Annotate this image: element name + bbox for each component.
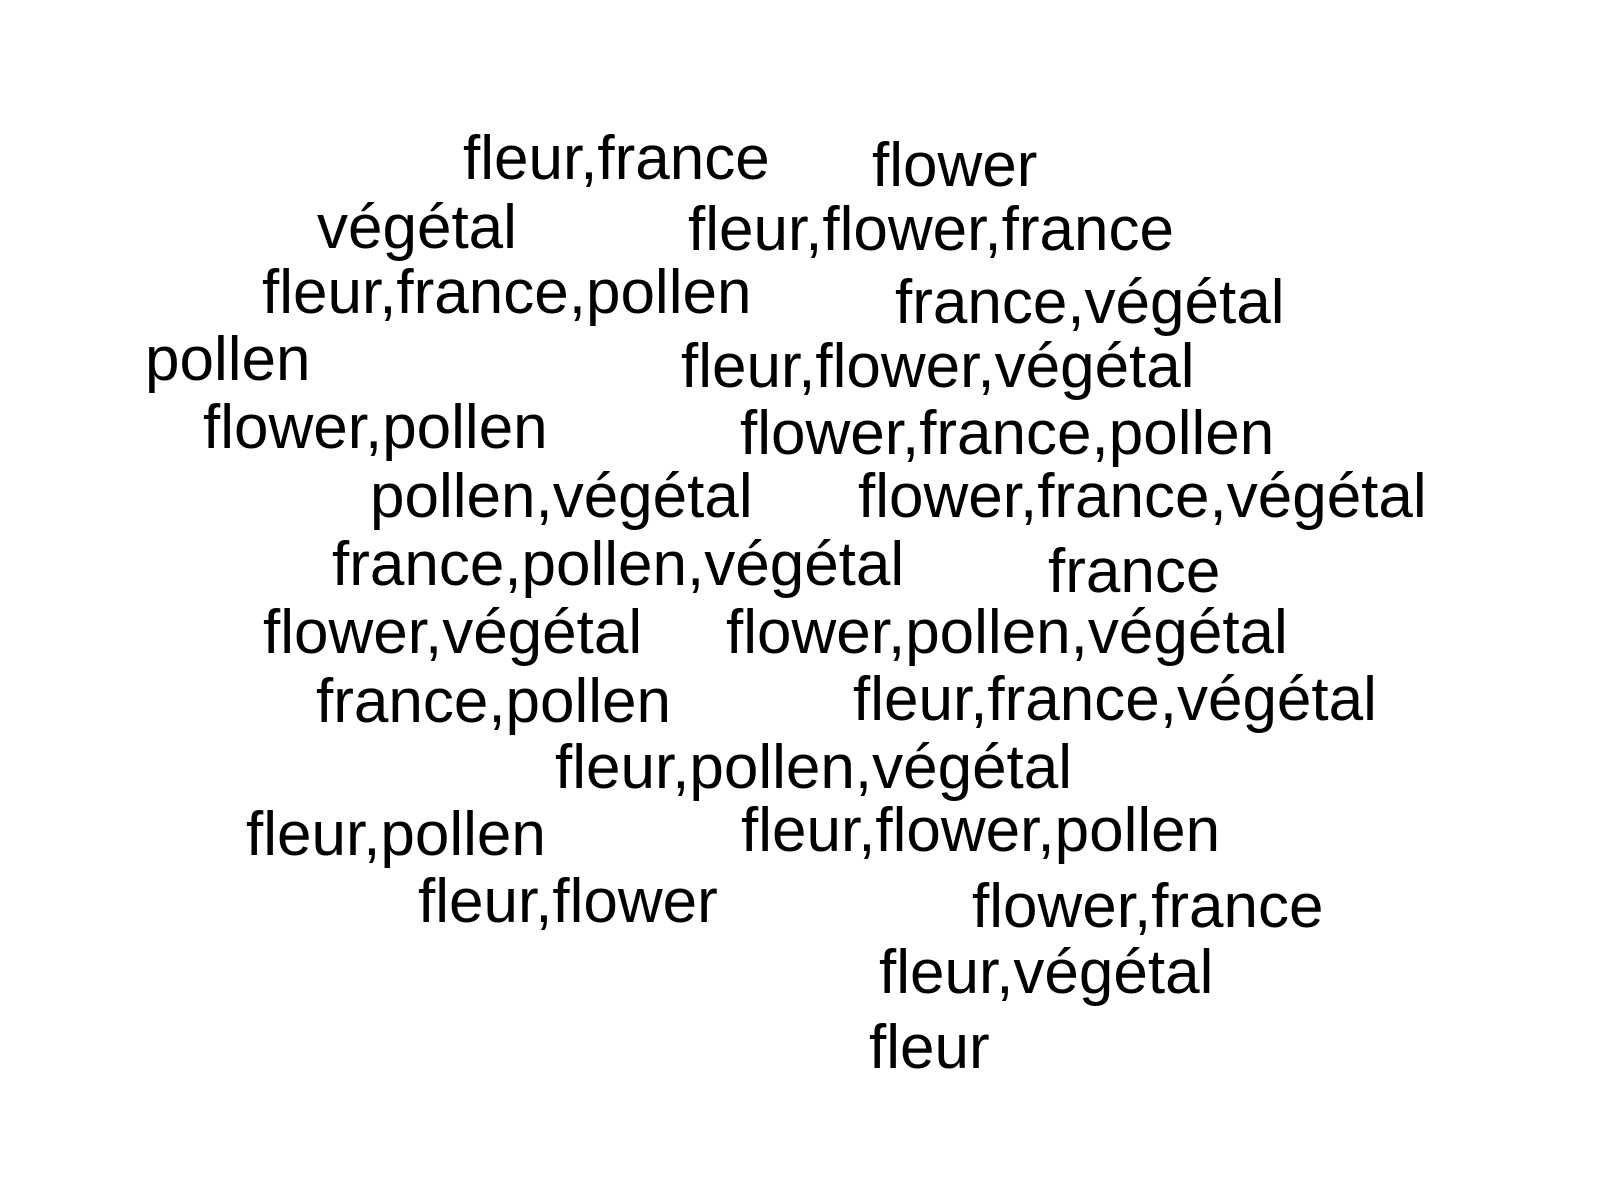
word-item: fleur,pollen bbox=[246, 800, 546, 869]
word-item: flower,pollen,végétal bbox=[726, 598, 1288, 667]
word-item: pollen,végétal bbox=[370, 462, 753, 531]
word-item: pollen bbox=[145, 325, 311, 394]
word-item: flower,france,pollen bbox=[740, 399, 1275, 468]
word-item: france bbox=[1048, 537, 1221, 606]
word-item: flower,france bbox=[972, 872, 1324, 941]
word-item: fleur,flower,végétal bbox=[681, 332, 1195, 401]
word-item: fleur bbox=[869, 1013, 990, 1082]
word-item: flower,france,végétal bbox=[858, 462, 1427, 531]
word-item: fleur,pollen,végétal bbox=[555, 733, 1073, 802]
word-item: fleur,france bbox=[463, 124, 770, 193]
word-item: fleur,flower,france bbox=[688, 195, 1174, 264]
word-item: fleur,flower bbox=[418, 867, 718, 936]
word-item: fleur,végétal bbox=[879, 938, 1214, 1007]
word-item: france,pollen,végétal bbox=[332, 530, 905, 599]
word-item: france,pollen bbox=[316, 667, 672, 736]
word-item: fleur,france,pollen bbox=[262, 258, 752, 327]
word-item: flower,pollen bbox=[203, 393, 548, 462]
word-item: fleur,france,végétal bbox=[853, 665, 1377, 734]
word-item: flower,végétal bbox=[263, 598, 643, 667]
word-item: france,végétal bbox=[895, 268, 1285, 337]
word-item: végétal bbox=[317, 193, 517, 262]
word-item: flower bbox=[872, 131, 1038, 200]
word-item: fleur,flower,pollen bbox=[741, 796, 1221, 865]
